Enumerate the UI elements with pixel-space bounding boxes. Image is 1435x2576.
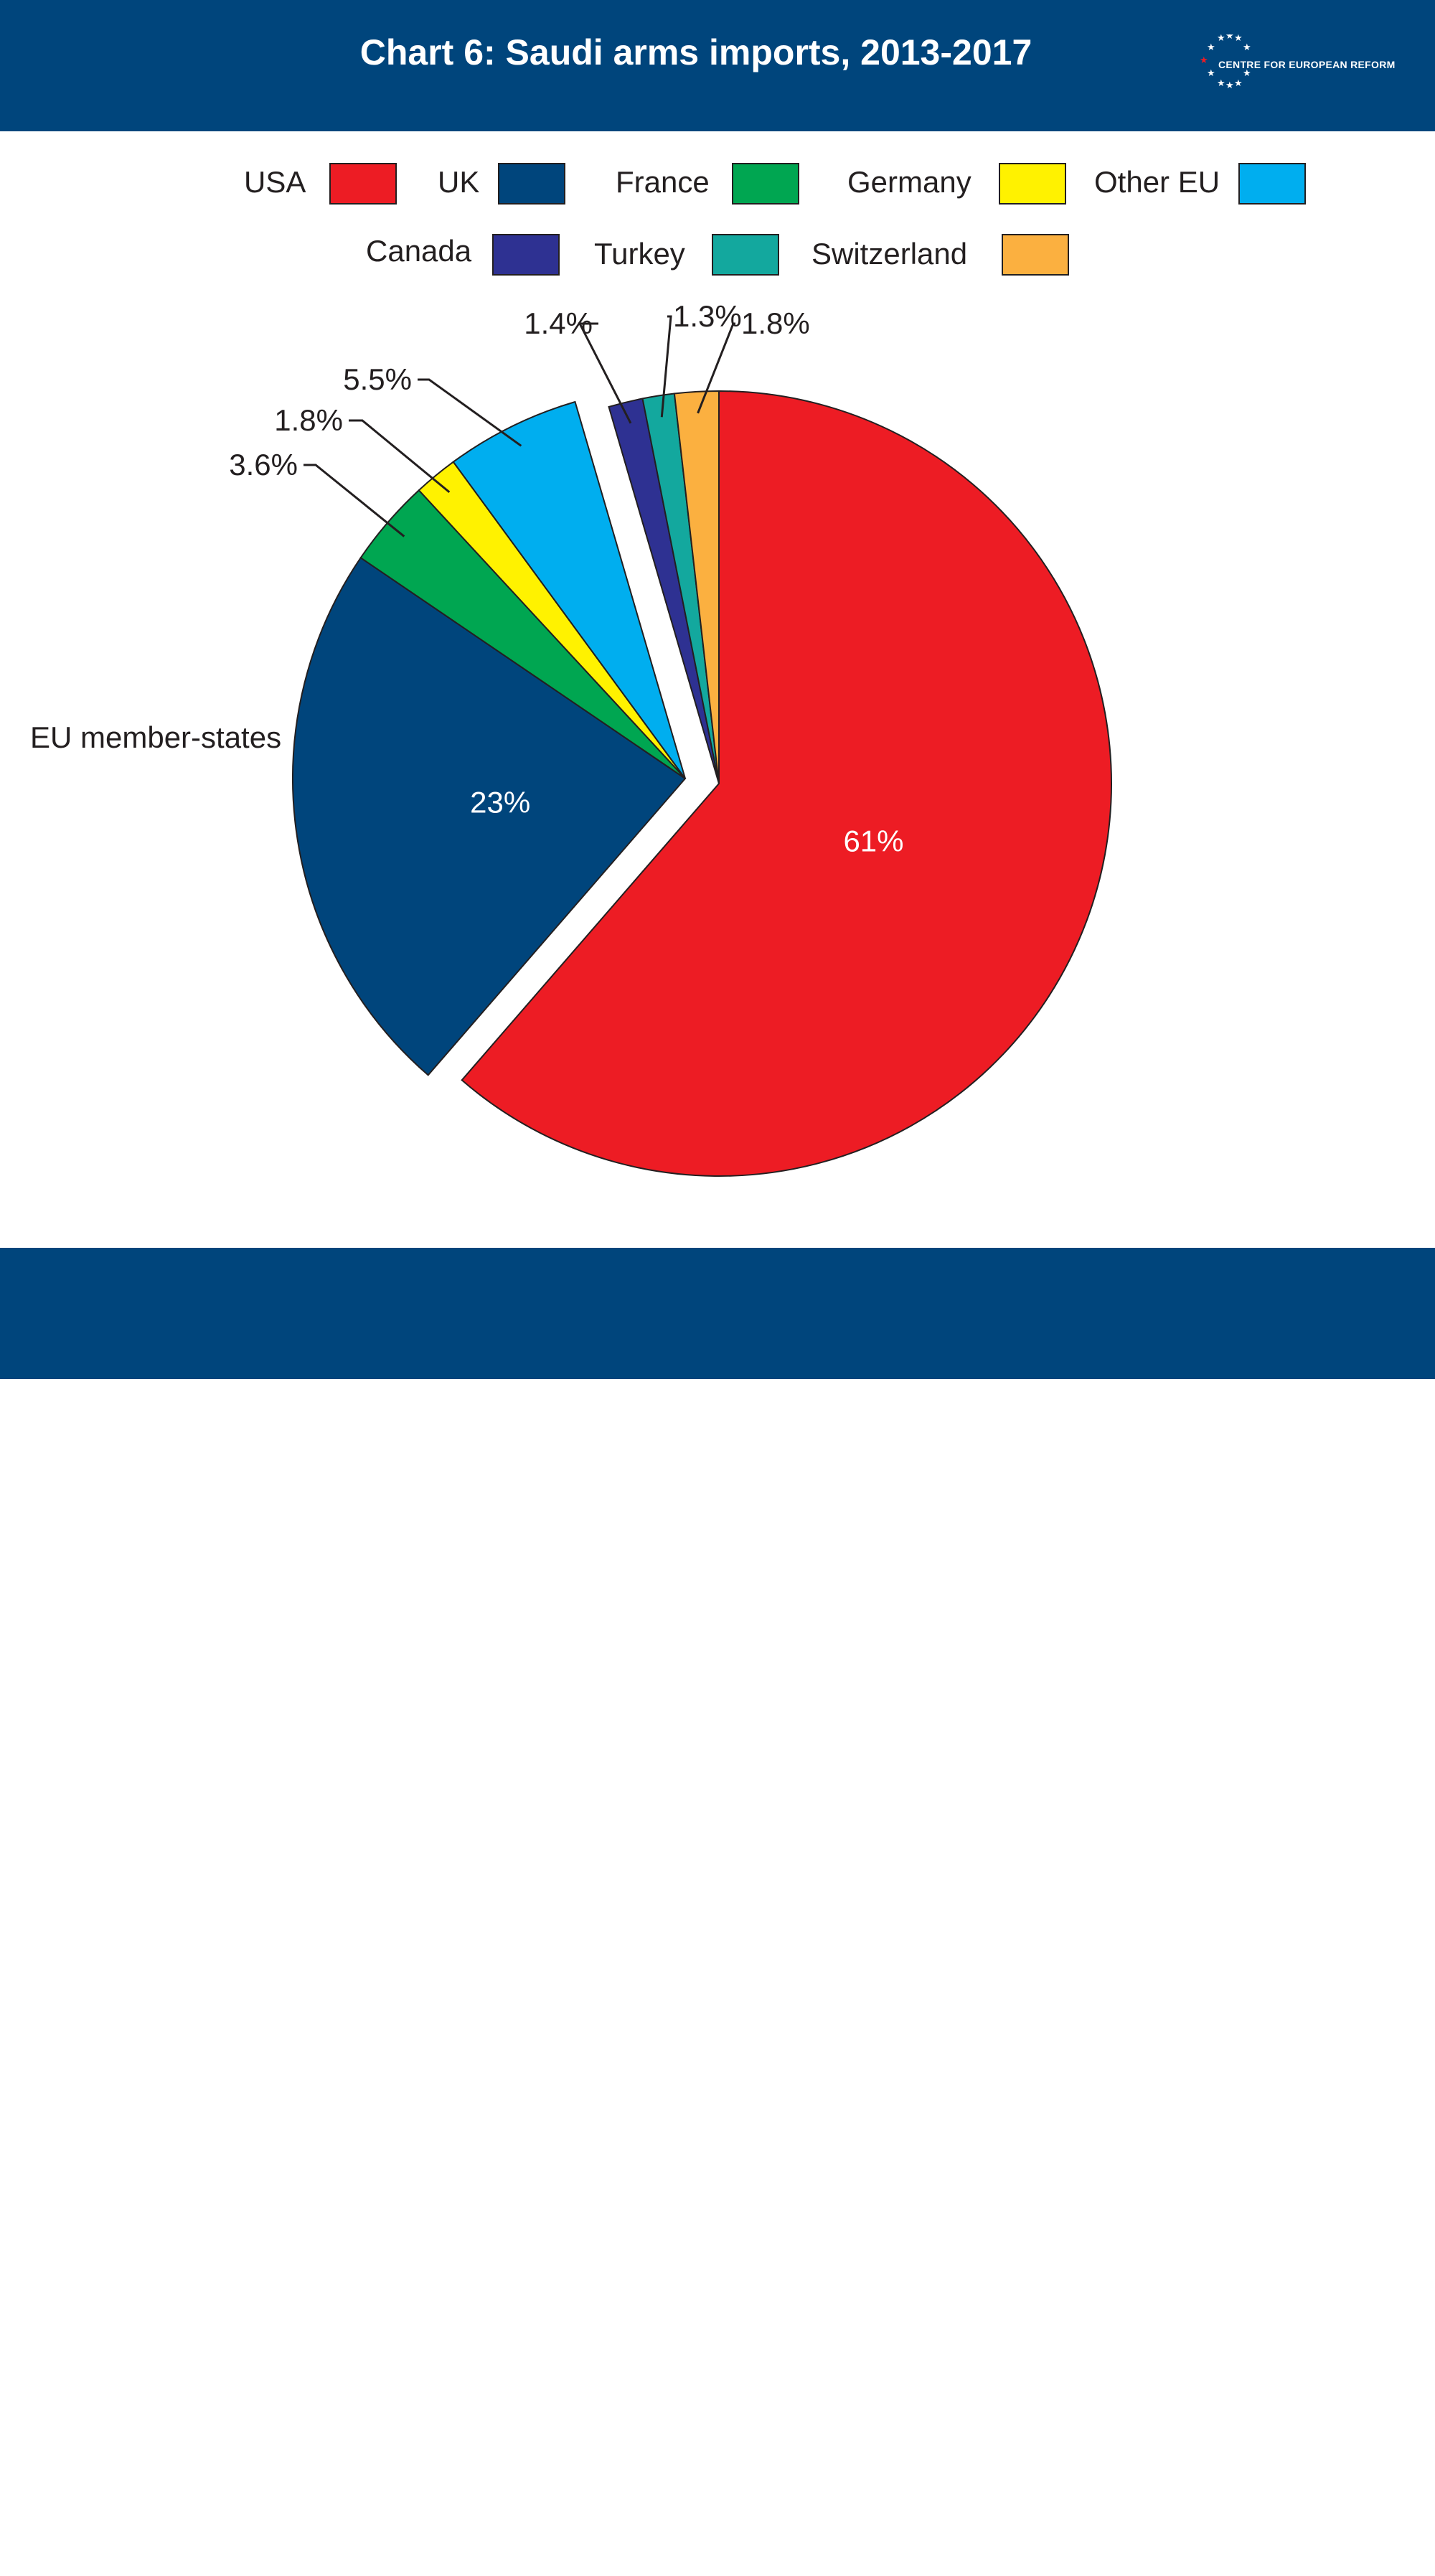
slice-labels: 61%23%3.6%1.8%5.5%1.4% 1.3% 1.8% <box>229 299 903 857</box>
leader-line-turkey <box>660 315 672 418</box>
leader-line-other-eu <box>418 378 522 447</box>
leader-lines <box>304 315 735 537</box>
svg-text:★: ★ <box>1225 34 1234 42</box>
data-label-canada: 1.4% <box>524 306 593 340</box>
legend-swatch-canada <box>492 234 560 276</box>
leader-line-france <box>304 464 405 537</box>
slice-switzerland <box>673 390 720 784</box>
legend-swatch-turkey <box>712 234 779 276</box>
pie-slices-main <box>461 390 1112 1177</box>
legend-label-germany: Germany <box>847 165 971 199</box>
leader-line-germany <box>349 419 451 494</box>
legend-label-canada: Canada <box>366 234 472 268</box>
data-label-turkey: 1.3% <box>673 299 742 333</box>
svg-text:★: ★ <box>1243 68 1251 79</box>
data-label-uk: 23% <box>470 786 530 819</box>
data-label-france: 3.6% <box>229 448 298 481</box>
legend-swatch-usa <box>329 163 397 205</box>
data-label-switzerland: 1.8% <box>741 306 810 340</box>
eu-stars-logo-icon: ★ ★ ★ ★ ★ ★ ★ ★ ★ ★ ★ <box>1200 34 1251 91</box>
svg-text:★: ★ <box>1207 42 1215 53</box>
eu-member-states-label: EU member-states <box>30 720 282 754</box>
leader-line-switzerland <box>697 322 735 414</box>
legend-swatch-uk <box>498 163 565 205</box>
data-label-other-eu: 5.5% <box>343 362 412 396</box>
legend-swatch-france <box>732 163 799 205</box>
legend-label-turkey: Turkey <box>594 237 685 271</box>
legend-label-uk: UK <box>438 165 480 199</box>
svg-text:★: ★ <box>1225 80 1234 91</box>
chart-title: Chart 6: Saudi arms imports, 2013-2017 <box>359 32 1032 72</box>
slice-other-eu <box>452 400 686 779</box>
svg-text:★: ★ <box>1207 68 1215 79</box>
slice-uk <box>292 556 687 1076</box>
legend-label-other-eu: Other EU <box>1094 165 1220 199</box>
svg-text:★: ★ <box>1234 34 1243 44</box>
svg-text:★: ★ <box>1234 78 1243 89</box>
legend-label-france: France <box>616 165 710 199</box>
svg-text:★: ★ <box>1243 42 1251 53</box>
pie-chart: 61%23%3.6%1.8%5.5%1.4% 1.3% 1.8% <box>229 299 1112 1177</box>
svg-text:★: ★ <box>1217 34 1225 44</box>
svg-text:★: ★ <box>1200 55 1208 66</box>
legend-label-usa: USA <box>244 165 306 199</box>
svg-text:★: ★ <box>1217 78 1225 89</box>
pie-slices-eu <box>292 400 687 1076</box>
data-label-germany: 1.8% <box>274 403 343 437</box>
data-label-usa: 61% <box>843 824 903 857</box>
footer-bar: Source: SIPRI. <box>0 1248 1435 2575</box>
legend-swatch-germany <box>999 163 1066 205</box>
header-bar: Chart 6: Saudi arms imports, 2013-2017 ★… <box>0 0 1435 131</box>
logo-text: CENTRE FOR EUROPEAN REFORM <box>1218 59 1396 70</box>
source-note: Source: SIPRI. <box>70 2545 250 2575</box>
slice-usa <box>461 390 1112 1177</box>
legend-swatch-other-eu <box>1238 163 1306 205</box>
leader-line-canada <box>578 322 632 424</box>
legend-label-switzerland: Switzerland <box>811 237 968 271</box>
legend-swatch-switzerland <box>1002 234 1069 276</box>
